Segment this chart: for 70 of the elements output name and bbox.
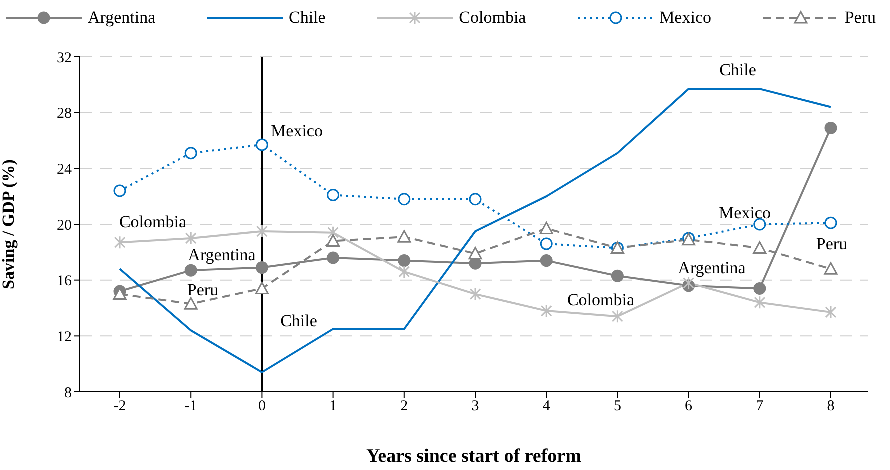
point — [540, 238, 553, 250]
point — [256, 262, 268, 274]
point — [469, 193, 482, 206]
point — [184, 147, 198, 160]
point — [184, 264, 198, 277]
point — [398, 265, 410, 279]
annotation: Peru — [816, 234, 848, 254]
point — [326, 234, 340, 247]
y-tick-label: 12 — [57, 329, 72, 346]
point — [611, 270, 624, 282]
point — [327, 252, 340, 264]
point — [754, 218, 766, 231]
legend-label: Mexico — [660, 8, 712, 28]
x-tick-label: 4 — [542, 398, 551, 415]
point — [824, 262, 838, 275]
point — [470, 288, 482, 302]
x-tick-label: 5 — [614, 398, 622, 415]
annotation: Argentina — [188, 246, 256, 264]
x-tick-label: 3 — [472, 398, 480, 415]
annotation: Chile — [280, 312, 318, 330]
y-axis-title: Saving / GDP (%) — [0, 160, 18, 290]
x-tick-label: -2 — [114, 398, 126, 415]
x-tick-label: 7 — [756, 398, 764, 415]
point — [327, 188, 340, 202]
point — [540, 254, 553, 268]
y-tick-label: 20 — [57, 218, 72, 234]
annotation: Colombia — [567, 290, 635, 310]
point — [256, 224, 268, 238]
point — [753, 241, 767, 254]
point — [824, 122, 838, 134]
y-tick-label: 24 — [57, 162, 72, 178]
point — [540, 222, 554, 234]
point — [114, 184, 126, 198]
annotation: Colombia — [119, 212, 187, 232]
point — [754, 282, 766, 295]
x-tick-label: 2 — [400, 398, 408, 415]
annotation: Chile — [720, 60, 756, 80]
point — [398, 193, 411, 206]
y-tick-label: 16 — [57, 274, 72, 290]
point — [256, 138, 268, 152]
point — [398, 254, 411, 268]
x-tick-label: 0 — [258, 398, 266, 415]
point — [825, 306, 837, 320]
y-tick-label: 32 — [57, 50, 72, 66]
annotation: Mexico — [271, 122, 323, 140]
x-tick-label: 6 — [685, 398, 694, 415]
annotation: Argentina — [678, 258, 746, 278]
legend-label: Argentina — [88, 8, 156, 28]
x-tick-label: 8 — [827, 398, 835, 415]
point — [255, 282, 269, 294]
point — [185, 232, 197, 246]
y-tick-label: 28 — [57, 106, 72, 122]
point — [184, 297, 198, 310]
point — [540, 304, 552, 318]
annotation: Mexico — [719, 204, 771, 222]
x-tick-label: -1 — [184, 398, 198, 415]
annotation: Peru — [187, 280, 219, 300]
point — [754, 296, 766, 310]
legend-label: Colombia — [459, 8, 526, 28]
point — [824, 216, 838, 230]
legend-label: Chile — [289, 8, 326, 28]
point — [612, 310, 624, 324]
x-tick-label: 1 — [330, 398, 338, 415]
point — [468, 247, 482, 260]
legend-label: Peru — [844, 8, 876, 28]
point — [398, 230, 412, 243]
y-tick-label: 8 — [64, 385, 72, 402]
x-axis-title: Years since start of reform — [366, 446, 582, 467]
point — [328, 226, 340, 240]
point — [114, 236, 126, 250]
